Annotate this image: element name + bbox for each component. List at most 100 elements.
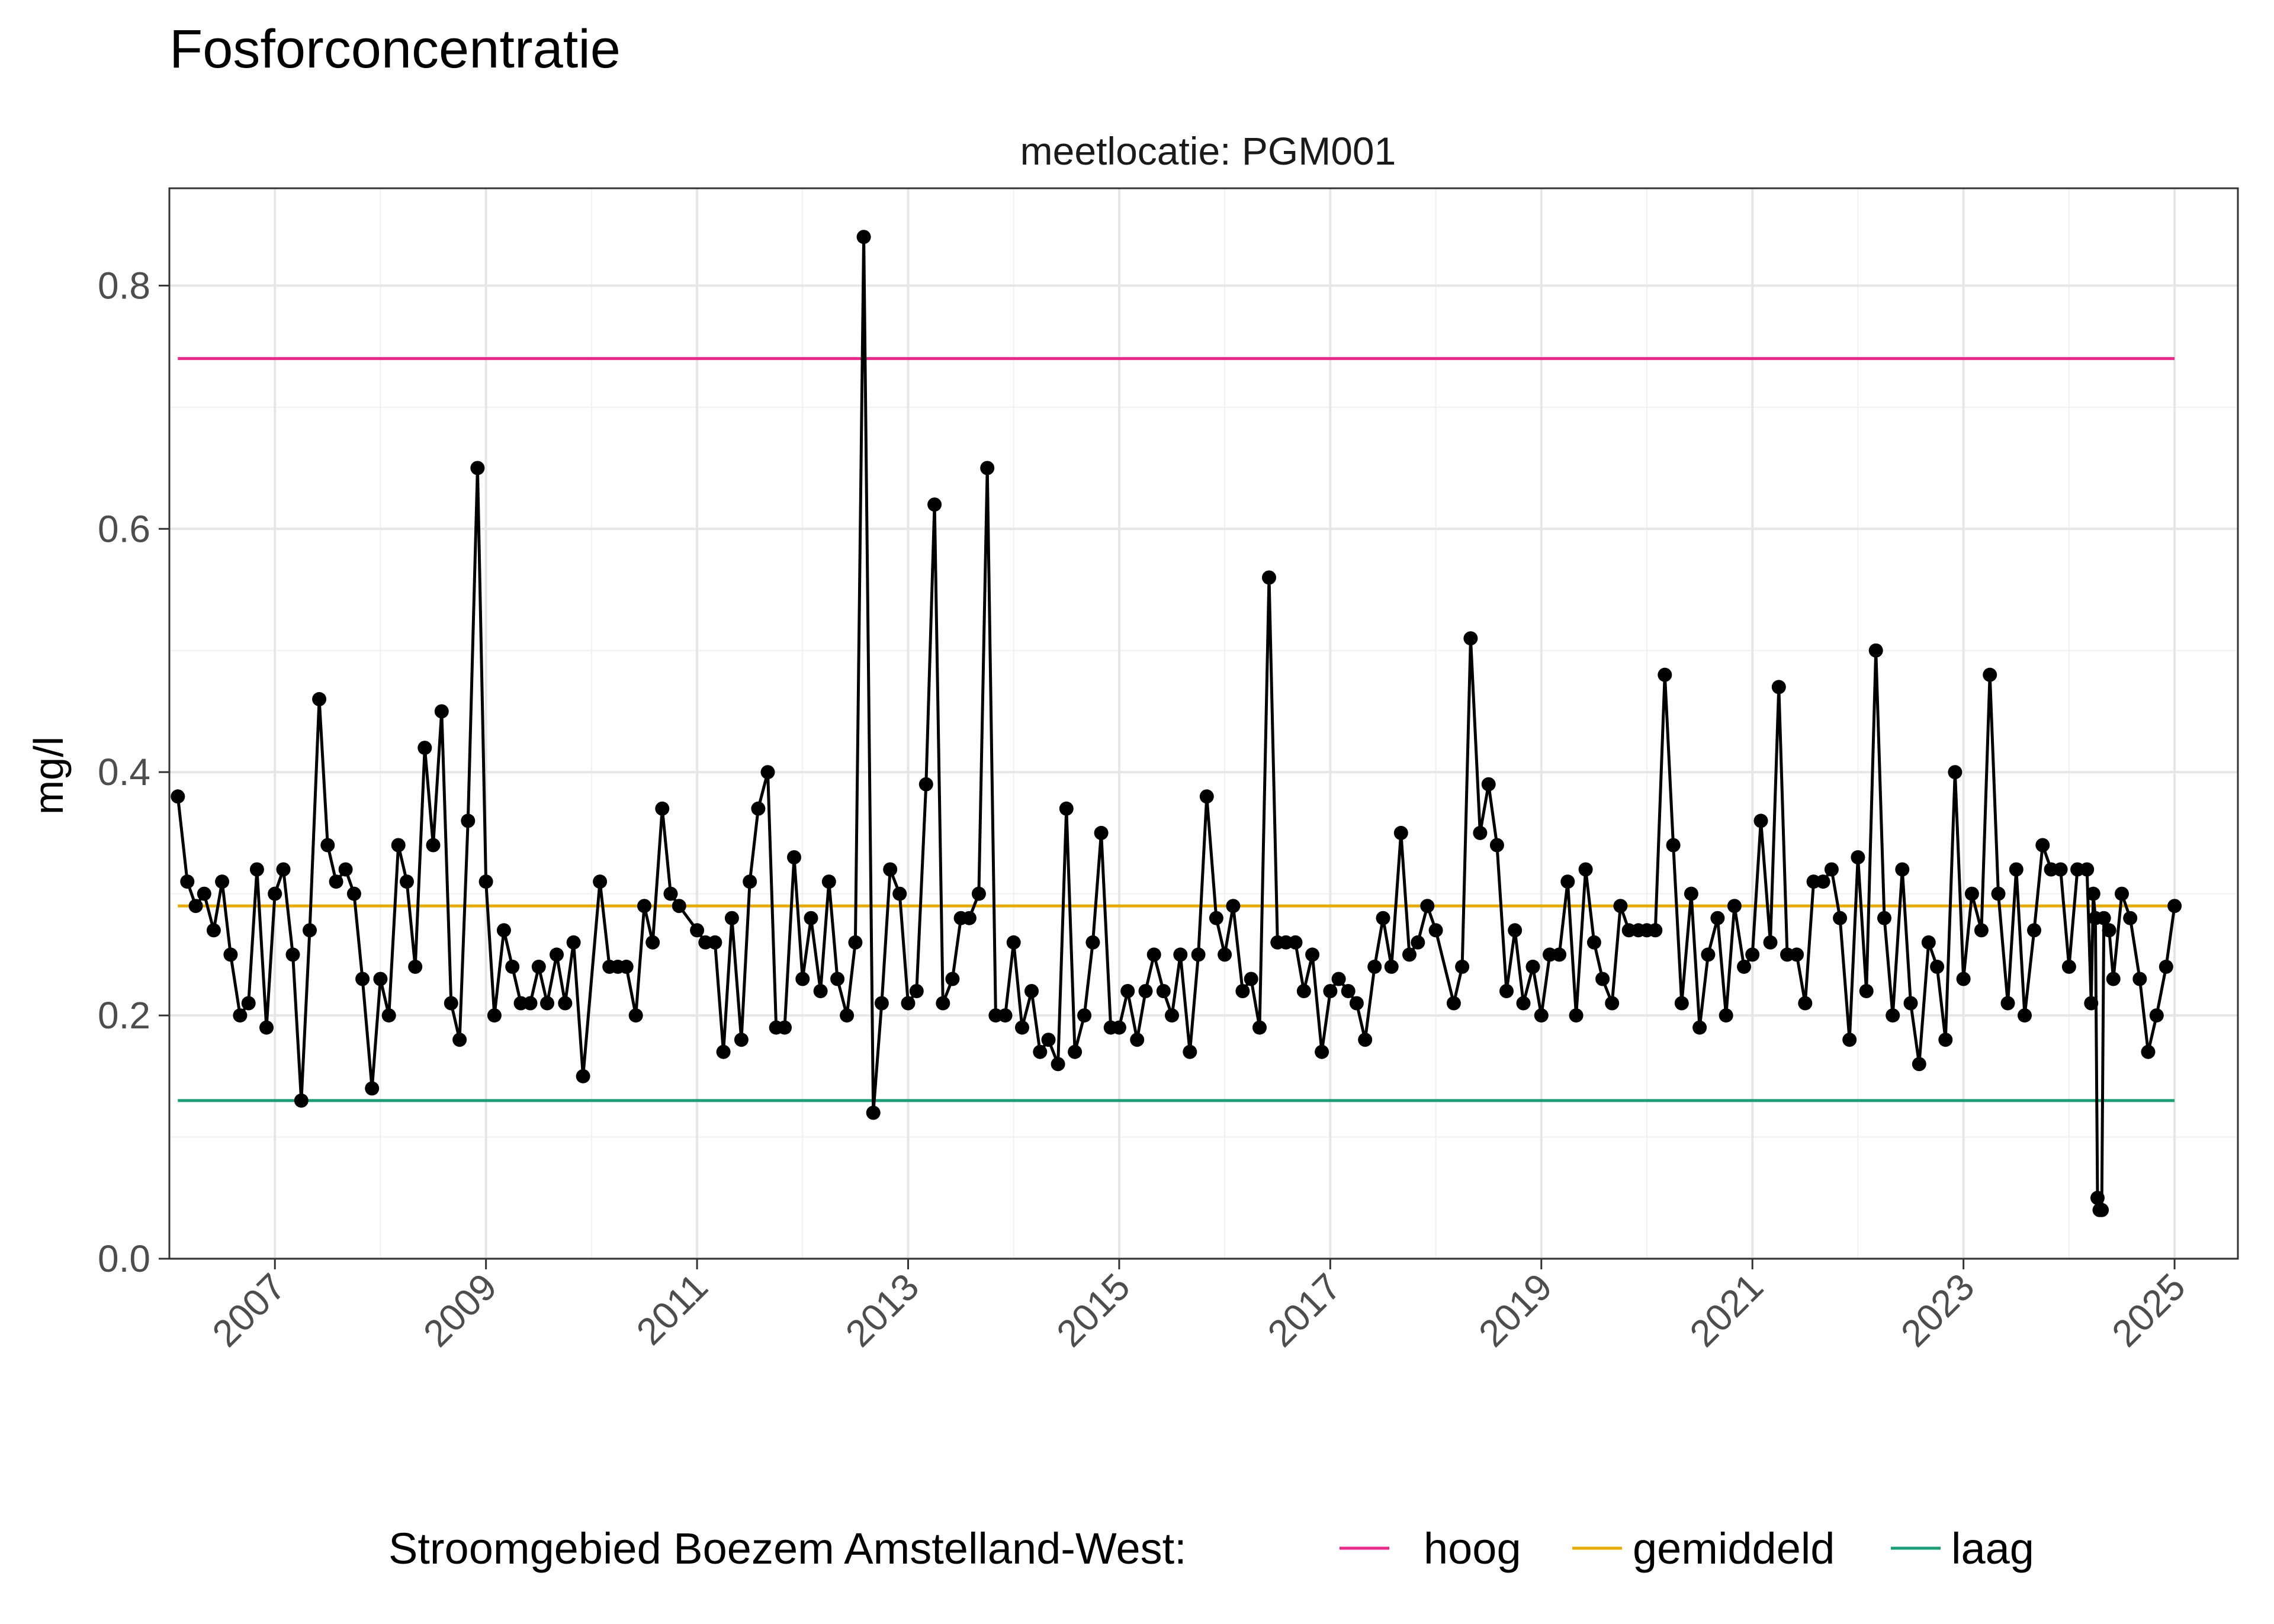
data-point <box>1393 825 1408 840</box>
data-point <box>1165 1008 1179 1023</box>
data-point <box>1489 838 1504 853</box>
data-point <box>1710 911 1725 925</box>
x-tick-label: 2013 <box>837 1265 927 1355</box>
data-point <box>294 1093 309 1108</box>
data-point <box>724 911 739 925</box>
data-point <box>840 1008 855 1023</box>
panel-border <box>168 187 2239 1260</box>
data-point <box>874 996 889 1011</box>
data-point <box>962 911 977 925</box>
data-point <box>1156 984 1171 998</box>
data-point <box>1684 886 1698 901</box>
data-point <box>1262 570 1276 585</box>
data-point <box>408 959 423 974</box>
data-point <box>1059 801 1074 816</box>
data-point <box>1842 1033 1857 1047</box>
data-point <box>1903 996 1918 1011</box>
data-point <box>1586 935 1601 950</box>
data-point <box>215 874 230 889</box>
data-point <box>628 1008 643 1023</box>
data-point <box>1499 984 1514 998</box>
data-point <box>312 692 327 706</box>
data-point <box>558 996 573 1011</box>
data-point <box>373 972 388 986</box>
x-tick-label: 2011 <box>628 1265 716 1353</box>
data-point <box>1595 972 1610 986</box>
data-point <box>197 886 211 901</box>
legend-label-laag: laag <box>1951 1524 2034 1573</box>
data-point <box>1323 984 1338 998</box>
data-point <box>259 1020 274 1035</box>
data-point <box>188 899 203 914</box>
data-point <box>1015 1020 1029 1035</box>
data-point <box>1209 911 1223 925</box>
data-point <box>1666 838 1681 853</box>
data-point <box>2096 911 2111 925</box>
data-point <box>1305 947 1320 962</box>
data-point <box>716 1044 731 1059</box>
data-point <box>1235 984 1250 998</box>
data-point <box>1816 874 1830 889</box>
data-point <box>1130 1033 1145 1047</box>
data-point <box>1737 959 1751 974</box>
data-point <box>434 704 449 719</box>
data-point <box>2123 911 2138 925</box>
data-point <box>1463 631 1478 646</box>
data-point <box>1173 947 1188 962</box>
data-point <box>2149 1008 2164 1023</box>
data-point <box>980 461 995 475</box>
data-point <box>1146 947 1161 962</box>
facet-strip-label: meetlocatie: PGM001 <box>1020 129 1396 173</box>
data-point <box>365 1081 380 1096</box>
y-tick-labels: 0.0 0.2 0.4 0.6 0.8 <box>98 264 150 1280</box>
data-point <box>1384 959 1399 974</box>
data-point <box>918 777 933 792</box>
data-point <box>426 838 441 853</box>
y-axis-title: mg/l <box>25 737 72 815</box>
data-point <box>927 497 942 512</box>
data-point <box>391 838 406 853</box>
data-point <box>2159 959 2173 974</box>
legend: Stroomgebied Boezem Amstelland-West: hoo… <box>388 1524 2034 1573</box>
data-point <box>576 1069 590 1083</box>
data-point <box>2086 886 2100 901</box>
data-point <box>1701 947 1716 962</box>
data-point <box>1085 935 1100 950</box>
data-point <box>452 1033 467 1047</box>
x-tick-labels: 2007 2009 2011 2013 2015 2017 2019 2021 2023 2025 <box>204 1265 2193 1355</box>
data-point <box>1763 935 1778 950</box>
data-point <box>1244 972 1258 986</box>
data-point <box>550 947 564 962</box>
data-point <box>1199 789 1214 804</box>
data-point <box>1138 984 1153 998</box>
data-point <box>813 984 828 998</box>
data-point <box>487 1008 502 1023</box>
data-point <box>892 886 907 901</box>
data-point <box>478 874 493 889</box>
data-point <box>1315 1044 1329 1059</box>
data-point <box>2132 972 2147 986</box>
data-point <box>1964 886 1979 901</box>
y-tick-label: 0.8 <box>98 264 150 307</box>
data-point <box>909 984 924 998</box>
grid-major <box>169 188 2238 1260</box>
data-point <box>1974 923 1989 938</box>
x-tick-label: 2021 <box>1682 1265 1772 1355</box>
data-point <box>1288 935 1303 950</box>
data-point <box>619 959 634 974</box>
data-point <box>663 886 678 901</box>
data-point <box>830 972 845 986</box>
data-point <box>1753 813 1768 828</box>
legend-items: hoog gemiddeld laag <box>1340 1524 2034 1573</box>
data-point <box>2084 996 2099 1011</box>
data-point <box>936 996 950 1011</box>
data-point <box>1605 996 1620 1011</box>
legend-label-hoog: hoog <box>1424 1524 1521 1573</box>
data-point <box>2009 862 2024 877</box>
data-point <box>285 947 300 962</box>
data-point <box>303 923 317 938</box>
data-point <box>1692 1020 1707 1035</box>
data-point <box>400 874 414 889</box>
series-line <box>176 235 2176 1212</box>
